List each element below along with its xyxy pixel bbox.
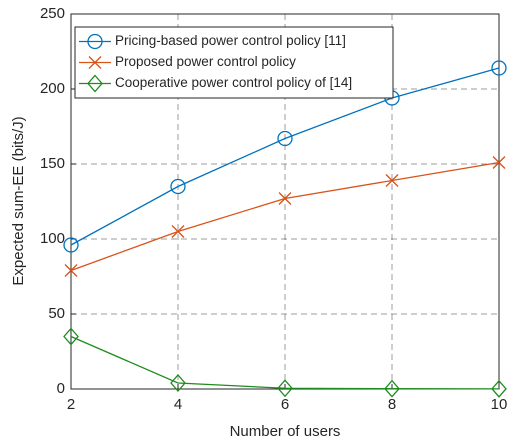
y-tick-label: 250 [40,5,65,22]
marker [87,33,103,50]
marker [278,192,292,205]
legend: Pricing-based power control policy [11] P… [74,26,394,99]
legend-label: Pricing-based power control policy [11] [115,33,346,48]
marker [170,178,186,195]
y-tick-label: 100 [40,230,65,247]
y-axis-label: Expected sum-EE (bits/J) [10,116,27,285]
series-line [70,67,500,246]
marker [491,60,507,76]
x-tick-label: 6 [281,396,289,413]
marker [64,264,78,277]
y-tick-label: 150 [40,155,65,172]
marker [63,237,79,253]
marker [170,374,186,392]
marker [491,379,507,398]
marker [277,379,293,398]
marker [384,379,400,398]
marker [171,225,185,238]
x-tick-label: 2 [67,396,75,413]
x-tick-label: 10 [491,396,508,413]
marker [87,74,103,93]
x-tick-label: 8 [388,396,396,413]
marker [88,56,102,69]
marker [277,130,293,147]
x-axis-label: Number of users [230,423,341,440]
y-tick-label: 0 [57,380,65,397]
y-tick-label: 200 [40,80,65,97]
y-tick-label: 50 [48,305,65,322]
legend-box [74,26,394,99]
x-tick-label: 4 [174,396,182,413]
marker [63,327,79,346]
marker [492,156,506,169]
plot-frame [70,13,500,390]
legend-label: Proposed power control policy [115,54,296,69]
legend-label: Cooperative power control policy of [14] [115,75,352,90]
marker [385,174,399,187]
series-line [70,335,500,390]
